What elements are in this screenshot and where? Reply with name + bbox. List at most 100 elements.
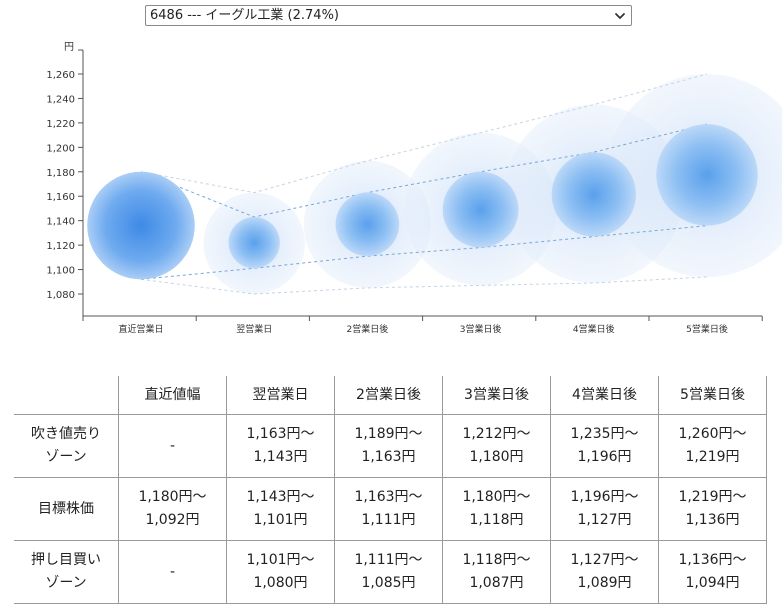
table-cell-line: 1,092円 <box>145 512 200 528</box>
x-tick-label-1: 翌営業日 <box>236 323 272 335</box>
forecast-table: 直近値幅 翌営業日 2営業日後 3営業日後 4営業日後 5営業日後 吹き値売り ゾーン - 1,1… <box>14 376 767 604</box>
table-cell: 1,111円～ 1,085円 <box>334 540 443 604</box>
table-cell-line: 1,127円 <box>577 512 632 528</box>
row-label-line: 押し目買い <box>31 552 101 568</box>
y-tick-label-1260: 1,260 <box>46 70 75 81</box>
inner-lower-line <box>140 225 708 280</box>
table-row: 目標株価 1,180円～ 1,092円 1,143円～ 1,101円 1,163円～ 1,1… <box>14 477 767 541</box>
bubble-inner-3 <box>442 171 519 248</box>
table-cell-line: 1,089円 <box>577 575 632 591</box>
table-cell-line: 1,196円～ <box>570 489 639 505</box>
outer-lower-line <box>140 276 708 295</box>
stock-select-box[interactable]: 6486 --- イーグル工業 (2.74%) <box>145 5 632 26</box>
row-label-line: ゾーン <box>45 575 87 591</box>
x-tick-label-3: 3営業日後 <box>460 323 502 335</box>
table-cell-line: 1,118円 <box>469 512 524 528</box>
table-header-cell: 翌営業日 <box>226 376 335 415</box>
table-cell-line: 1,189円～ <box>354 426 423 442</box>
table-header-cell: 5営業日後 <box>658 376 767 415</box>
table-cell-line: 1,180円～ <box>138 489 207 505</box>
chevron-down-icon <box>615 13 625 19</box>
table-cell-line: 1,163円 <box>361 449 416 465</box>
bubble-inner-5 <box>656 124 758 226</box>
table-cell: 1,180円～ 1,092円 <box>118 477 227 541</box>
table-cell: 1,118円～ 1,087円 <box>442 540 551 604</box>
y-tick-label-1080: 1,080 <box>46 290 75 301</box>
table-cell: 1,260円～ 1,219円 <box>658 414 767 478</box>
table-cell-line: 1,111円 <box>361 512 416 528</box>
table-header-cell: 直近値幅 <box>118 376 227 415</box>
table-cell-line: 1,080円 <box>253 575 308 591</box>
table-cell-line: 1,219円～ <box>678 489 747 505</box>
table-cell-line: 1,219円 <box>685 449 740 465</box>
table-cell-line: 1,180円～ <box>462 489 531 505</box>
table-header-cell: 2営業日後 <box>334 376 443 415</box>
row-label-line: 目標株価 <box>38 500 94 517</box>
bubble-inner-4 <box>551 152 636 237</box>
table-cell: 1,196円～ 1,127円 <box>550 477 659 541</box>
table-cell-line: 1,094円 <box>685 575 740 591</box>
table-cell-line: 1,111円～ <box>354 552 423 568</box>
table-cell-line: 1,127円～ <box>570 552 639 568</box>
table-row: 吹き値売りゾーン - 1,163円～ 1,143円 1,189円～ 1,163円 1,212… <box>14 414 767 478</box>
y-tick-label-1200: 1,200 <box>46 143 75 154</box>
bubble-inner-1 <box>228 217 280 269</box>
stock-select-value: 6486 --- イーグル工業 (2.74%) <box>150 8 339 23</box>
table-cell: 1,219円～ 1,136円 <box>658 477 767 541</box>
table-header-row: 直近値幅 翌営業日 2営業日後 3営業日後 4営業日後 5営業日後 <box>14 376 767 415</box>
table-cell: 1,212円～ 1,180円 <box>442 414 551 478</box>
table-cell-line: 1,260円～ <box>678 426 747 442</box>
table-header-cell <box>14 376 119 415</box>
table-cell-line: 1,136円～ <box>678 552 747 568</box>
table-cell-line: - <box>169 437 176 454</box>
y-tick-label-1140: 1,140 <box>46 217 75 228</box>
row-label-line: 吹き値売り <box>31 426 101 442</box>
y-tick-label-1160: 1,160 <box>46 192 75 203</box>
table-cell: 1,136円～ 1,094円 <box>658 540 767 604</box>
inner-upper-line <box>140 123 708 218</box>
row-label: 吹き値売り ゾーン <box>14 414 119 478</box>
y-tick-label-1120: 1,120 <box>46 241 75 252</box>
table-cell-line: 1,180円 <box>469 449 524 465</box>
table-cell: 1,101円～ 1,080円 <box>226 540 335 604</box>
table-header-cell: 4営業日後 <box>550 376 659 415</box>
table-cell: 1,143円～ 1,101円 <box>226 477 335 541</box>
y-tick-label-1240: 1,240 <box>46 94 75 105</box>
bubble-inner-2 <box>335 192 400 257</box>
row-label: 目標株価 <box>14 477 119 541</box>
table-cell: 1,189円～ 1,163円 <box>334 414 443 478</box>
table-cell: 1,163円～ 1,111円 <box>334 477 443 541</box>
x-tick-label-4: 4営業日後 <box>573 323 615 335</box>
row-label-line: ゾーン <box>45 449 87 465</box>
table-cell-line: 1,163円～ <box>246 426 315 442</box>
table-cell: 1,180円～ 1,118円 <box>442 477 551 541</box>
table-cell-line: 1,212円～ <box>462 426 531 442</box>
table-header-cell: 3営業日後 <box>442 376 551 415</box>
table-row: 押し目買い ゾーン - 1,101円～ 1,080円 1,111円～ 1,085円 1,118… <box>14 540 767 604</box>
x-tick-label-0: 直近営業日 <box>118 323 163 335</box>
table-cell-line: 1,085円 <box>361 575 416 591</box>
row-label: 押し目買い ゾーン <box>14 540 119 604</box>
y-tick-label-1220: 1,220 <box>46 119 75 130</box>
outer-upper-line <box>140 73 708 194</box>
x-tick-label-5: 5営業日後 <box>686 323 728 335</box>
table-cell: 1,235円～ 1,196円 <box>550 414 659 478</box>
table-cell-line: 1,143円 <box>253 449 308 465</box>
table-cell-line: 1,196円 <box>577 449 632 465</box>
stock-selector[interactable]: 6486 --- イーグル工業 (2.74%) <box>145 5 632 26</box>
table-cell: 1,163円～ 1,143円 <box>226 414 335 478</box>
y-tick-label-1180: 1,180 <box>46 168 75 179</box>
table-cell: 1,127円～ 1,089円 <box>550 540 659 604</box>
y-tick-label-1100: 1,100 <box>46 266 75 277</box>
table-cell-line: 1,118円～ <box>462 552 531 568</box>
table-cell-line: 1,136円 <box>685 512 740 528</box>
table-cell: - <box>118 540 227 604</box>
table-cell: - <box>118 414 227 478</box>
table-cell-line: 1,101円 <box>253 512 308 528</box>
table-cell-line: 1,163円～ <box>354 489 423 505</box>
x-tick-label-2: 2営業日後 <box>347 323 389 335</box>
forecast-bubble-chart: 円 1,080 1,100 1,120 1,140 1,160 1,180 1,200 1,22… <box>46 42 782 335</box>
table-cell-line: 1,143円～ <box>246 489 315 505</box>
y-unit-label: 円 <box>64 42 74 53</box>
table-cell-line: 1,087円 <box>469 575 524 591</box>
